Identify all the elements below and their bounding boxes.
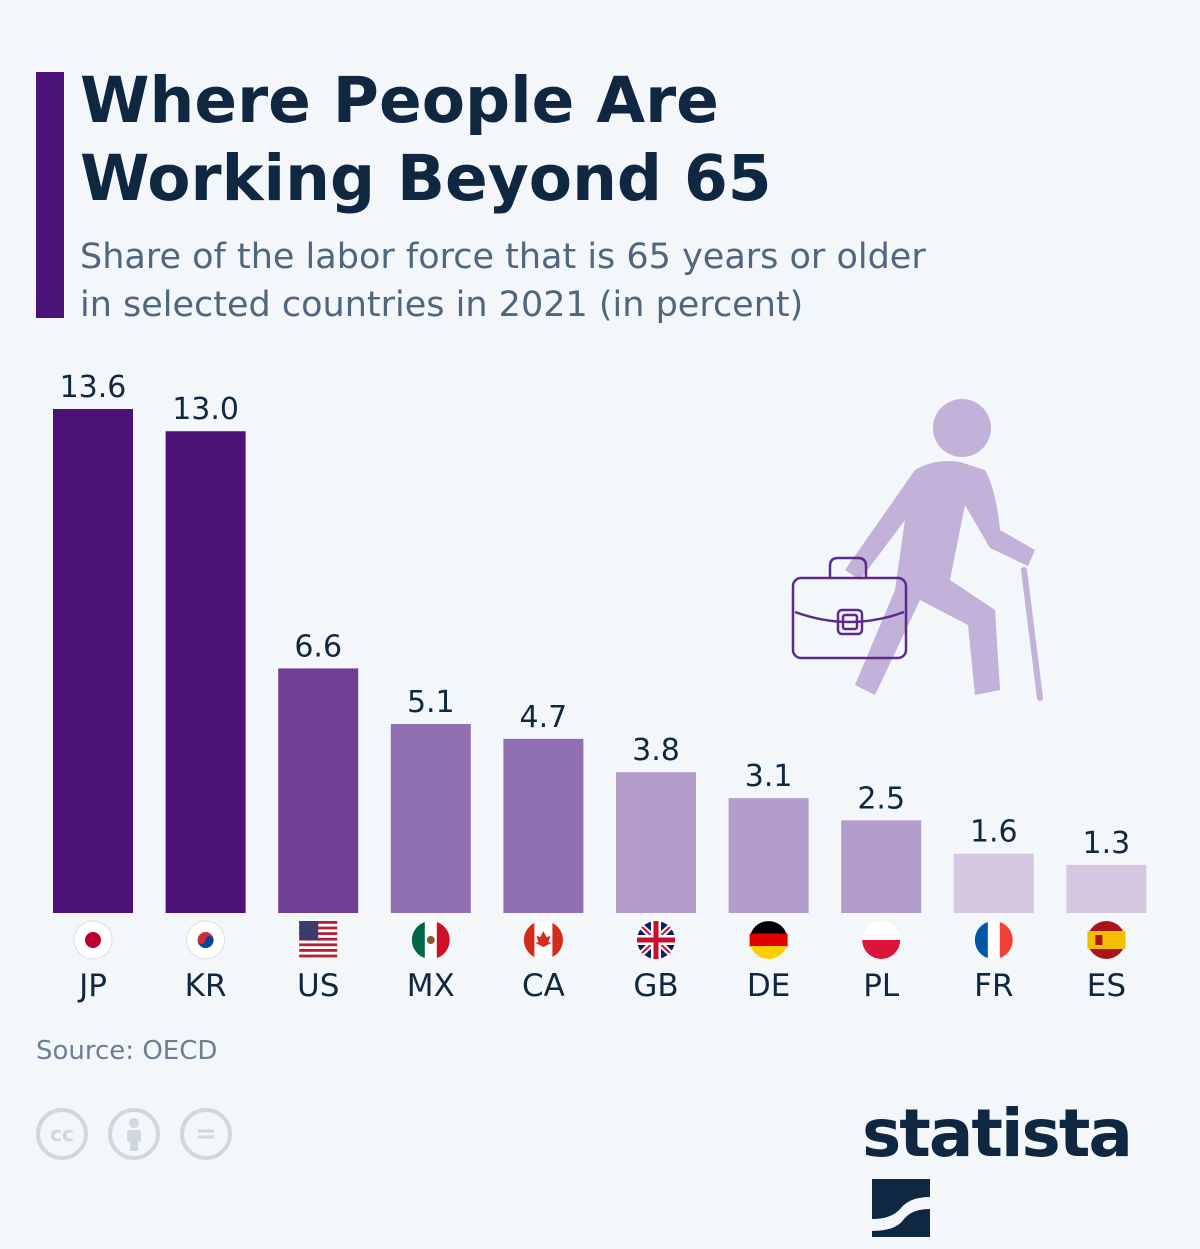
- flag-mx-green: [411, 922, 425, 958]
- flag-ca-leaf: [535, 931, 552, 947]
- flag-kr-taeguk-blue: [197, 936, 214, 948]
- page-title: Where People Are Working Beyond 65: [80, 62, 772, 218]
- bar-kr: [165, 431, 246, 913]
- bar-jp: [53, 409, 133, 913]
- flag-ca-left: [523, 923, 535, 957]
- category-label: US: [297, 968, 339, 1004]
- bar-mx: [390, 724, 471, 913]
- bar-chart: 13.6 JP 13.0 KR 6.6 US 5.1 MX 4.7 CA 3.8 GB 3.1 DE 2.5…: [53, 370, 1147, 1004]
- elderly-worker-illustration: [791, 399, 1043, 701]
- category-label: DE: [747, 968, 790, 1004]
- flag-es-yellow: [1087, 931, 1126, 949]
- value-label: 3.8: [632, 733, 680, 768]
- value-label: 13.6: [60, 370, 127, 405]
- flag-fr-blue: [974, 922, 988, 958]
- title-accent-bar: [36, 72, 64, 318]
- flag-us-stripe: [299, 943, 338, 947]
- category-label: MX: [407, 968, 455, 1004]
- flag-de-icon: [750, 921, 787, 934]
- value-label: 5.1: [407, 685, 455, 720]
- attribution-icon[interactable]: [108, 1108, 160, 1160]
- subtitle-line-2: in selected countries in 2021 (in percen…: [80, 285, 804, 325]
- source-note: Source: OECD: [36, 1036, 218, 1066]
- briefcase-icon: [791, 556, 908, 660]
- category-label: GB: [633, 968, 678, 1004]
- category-label: PL: [863, 968, 900, 1004]
- flag-fr-red: [999, 922, 1013, 958]
- category-label: KR: [185, 968, 227, 1004]
- statista-logo[interactable]: statista: [862, 1095, 1200, 1249]
- value-label: 1.3: [1083, 826, 1131, 861]
- value-label: 13.0: [172, 392, 239, 427]
- value-label: 1.6: [970, 815, 1018, 850]
- flag-de-red: [749, 933, 788, 947]
- value-label: 4.7: [520, 700, 568, 735]
- flag-ca-right: [552, 923, 563, 957]
- subtitle-line-1: Share of the labor force that is 65 year…: [80, 237, 926, 277]
- bar-ca: [503, 738, 584, 913]
- bar-fr: [953, 853, 1034, 913]
- bar-es: [1066, 864, 1147, 913]
- elderly-person-icon: [845, 399, 1035, 695]
- category-label: ES: [1087, 968, 1126, 1004]
- flag-es-coat: [1095, 935, 1103, 945]
- bar-us: [278, 668, 359, 913]
- title-line-2: Working Beyond 65: [80, 142, 772, 215]
- flag-us-stripe: [299, 954, 338, 958]
- cc-icon[interactable]: cc: [36, 1108, 88, 1160]
- subtitle: Share of the labor force that is 65 year…: [80, 233, 926, 329]
- value-label: 3.1: [745, 759, 793, 794]
- flag-us-stripe: [299, 949, 338, 952]
- flag-jp-sun: [85, 932, 101, 948]
- title-line-1: Where People Are: [80, 64, 719, 137]
- statista-wordmark: statista: [862, 1095, 1133, 1172]
- flag-pl-icon: [862, 921, 901, 940]
- no-derivatives-icon[interactable]: =: [180, 1108, 232, 1160]
- value-label: 6.6: [294, 629, 342, 664]
- category-label: FR: [974, 968, 1013, 1004]
- statista-logo-mark-icon: [872, 1179, 930, 1237]
- flag-mx-emblem: [426, 936, 435, 944]
- flag-us-canton: [299, 921, 319, 940]
- flag-pl-red: [862, 940, 901, 960]
- flag-de-gold: [750, 946, 787, 959]
- category-label: CA: [522, 968, 565, 1004]
- bar-gb: [616, 772, 696, 913]
- bar-pl: [841, 820, 922, 913]
- flag-mx-red: [436, 922, 450, 958]
- category-label: JP: [77, 968, 107, 1004]
- value-label: 2.5: [857, 781, 905, 816]
- cane-icon: [1021, 567, 1043, 701]
- flag-gb-cross-red: [637, 921, 675, 959]
- bar-de: [728, 798, 809, 913]
